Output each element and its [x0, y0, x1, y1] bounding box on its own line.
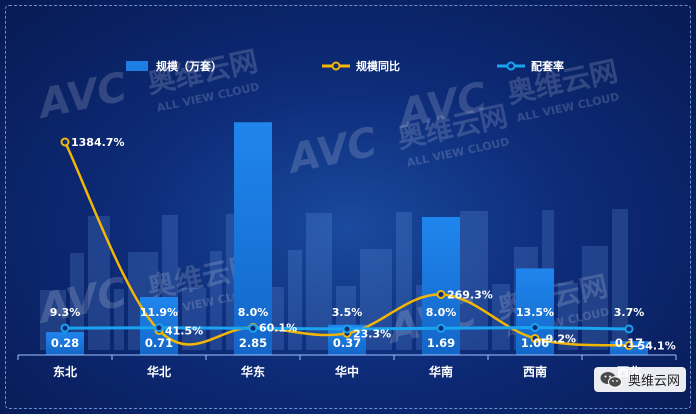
watermark-brand: AVC: [32, 64, 131, 128]
x-tick-label: 华南: [429, 364, 453, 379]
x-tick-label: 华东: [241, 364, 265, 379]
x-tick-label: 西南: [523, 364, 547, 379]
watermark-brand: AVC: [282, 119, 381, 183]
bar-value-label: 0.17: [615, 336, 643, 350]
skyline-building: [492, 284, 510, 350]
rate-value-label: 8.0%: [238, 306, 269, 319]
skyline-building: [582, 246, 608, 350]
wechat-badge: 奥维云网: [593, 367, 686, 392]
legend-label: 规模同比: [356, 59, 400, 73]
rate-value-label: 11.9%: [140, 306, 178, 319]
legend-label: 配套率: [531, 59, 564, 73]
bar-value-label: 1.69: [427, 336, 455, 350]
skyline-building: [114, 289, 124, 350]
bar-value-label: 2.85: [239, 336, 267, 350]
rate-point: [342, 324, 352, 334]
yoy-value-label: -9.2%: [541, 332, 576, 345]
bar: [46, 332, 84, 355]
legend-swatch-marker: [331, 61, 341, 71]
skyline-building: [612, 209, 628, 350]
bar: [422, 216, 460, 355]
bar-value-label: 0.37: [333, 336, 361, 350]
bar-value-label: 1.06: [521, 336, 549, 350]
bar-value-label: 0.71: [145, 336, 173, 350]
yoy-value-label: 60.1%: [259, 322, 297, 335]
rate-point: [530, 322, 540, 332]
legend-swatch-bar: [126, 61, 148, 71]
rate-value-label: 13.5%: [516, 306, 554, 319]
x-tick-label: 东北: [53, 364, 77, 379]
rate-value-label: 8.0%: [426, 306, 457, 319]
skyline-building: [396, 212, 412, 350]
rate-value-label: 9.3%: [50, 306, 81, 319]
yoy-point: [624, 341, 634, 351]
legend: 规模（万套） 规模同比 配套率: [126, 59, 564, 73]
bar-series: [46, 122, 648, 355]
yoy-point: [530, 333, 540, 343]
yoy-value-label: 1384.7%: [71, 136, 124, 149]
yoy-point: [436, 289, 446, 299]
wechat-icon: [600, 371, 622, 389]
yoy-value-label: 41.5%: [165, 324, 203, 337]
legend-label: 规模（万套）: [156, 59, 222, 73]
yoy-point: [60, 137, 70, 147]
x-tick-label: 华中: [335, 364, 359, 379]
rate-value-label: 3.7%: [614, 306, 645, 319]
rate-point: [154, 323, 164, 333]
x-tick-label: 华北: [147, 364, 171, 379]
rate-point: [248, 323, 258, 333]
skyline-building: [210, 251, 222, 350]
skyline-building: [182, 288, 206, 350]
skyline-building: [88, 216, 110, 350]
rate-point: [624, 324, 634, 334]
wechat-label: 奥维云网: [627, 374, 680, 389]
rate-value-label: 3.5%: [332, 306, 363, 319]
yoy-line: [63, 141, 630, 347]
skyline-building: [306, 213, 332, 350]
yoy-value-label: 269.3%: [447, 288, 493, 301]
skyline-building: [558, 283, 578, 350]
yoy-value-label: 23.3%: [353, 327, 391, 340]
yoy-value-label: -54.1%: [633, 340, 676, 353]
legend-swatch-marker: [506, 61, 516, 71]
skyline-building: [70, 253, 84, 350]
data-labels: 0.28 0.71 2.85 0.37 1.69 1.06 0.17 9.3% 11.9% 8.0…: [50, 136, 676, 353]
skyline-building: [288, 250, 302, 350]
line-series: [60, 137, 634, 351]
rate-point: [60, 323, 70, 333]
rate-point: [436, 323, 446, 333]
bar-value-label: 0.28: [51, 336, 79, 350]
x-axis-ticks: 东北华北华东华中华南西南西北: [17, 355, 677, 379]
bar: [234, 122, 272, 355]
